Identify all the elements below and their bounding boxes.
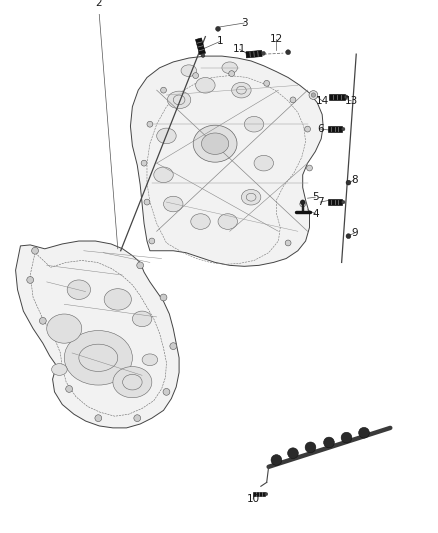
Circle shape [95, 415, 102, 422]
Circle shape [342, 200, 345, 204]
Circle shape [39, 318, 46, 324]
Circle shape [290, 97, 296, 103]
Circle shape [307, 165, 312, 171]
Circle shape [311, 93, 316, 97]
Circle shape [359, 427, 369, 438]
Polygon shape [195, 38, 205, 55]
Circle shape [193, 72, 198, 78]
Text: 7: 7 [317, 197, 324, 207]
Ellipse shape [173, 95, 185, 105]
Ellipse shape [237, 86, 246, 94]
Circle shape [141, 160, 147, 166]
Ellipse shape [218, 214, 237, 229]
Text: 1: 1 [217, 36, 223, 46]
Circle shape [144, 199, 150, 205]
Ellipse shape [193, 125, 237, 162]
Circle shape [309, 91, 318, 99]
Circle shape [215, 27, 220, 31]
Circle shape [341, 432, 352, 443]
Text: 2: 2 [95, 0, 102, 7]
Text: 3: 3 [241, 18, 247, 28]
Ellipse shape [222, 62, 237, 74]
Circle shape [344, 95, 348, 99]
Polygon shape [329, 94, 345, 100]
Circle shape [264, 80, 270, 86]
Circle shape [163, 389, 170, 395]
Ellipse shape [232, 83, 251, 98]
Circle shape [201, 54, 205, 58]
Polygon shape [16, 241, 179, 428]
Text: 5: 5 [312, 192, 319, 202]
Ellipse shape [167, 91, 191, 109]
Ellipse shape [246, 193, 256, 201]
Circle shape [271, 455, 282, 465]
Circle shape [305, 126, 311, 132]
Circle shape [324, 437, 334, 448]
Circle shape [149, 238, 155, 244]
Text: 12: 12 [270, 34, 283, 44]
Ellipse shape [113, 367, 152, 398]
Circle shape [286, 50, 290, 54]
Circle shape [346, 233, 351, 239]
Circle shape [288, 448, 298, 458]
Text: 8: 8 [351, 175, 357, 185]
Ellipse shape [67, 280, 91, 300]
Ellipse shape [64, 330, 132, 385]
Polygon shape [328, 199, 342, 205]
Circle shape [27, 277, 34, 284]
Circle shape [265, 492, 268, 496]
Circle shape [261, 51, 265, 55]
Circle shape [285, 240, 291, 246]
Ellipse shape [157, 128, 176, 144]
Circle shape [300, 201, 306, 207]
Ellipse shape [123, 374, 142, 390]
Ellipse shape [142, 354, 158, 366]
Polygon shape [253, 491, 265, 496]
Text: 9: 9 [351, 228, 357, 238]
Circle shape [160, 294, 167, 301]
Circle shape [66, 385, 73, 392]
Text: 10: 10 [247, 494, 260, 504]
Polygon shape [131, 56, 323, 266]
Text: 4: 4 [312, 209, 319, 219]
Ellipse shape [47, 314, 82, 343]
Ellipse shape [196, 77, 215, 93]
Polygon shape [246, 51, 262, 58]
Text: 6: 6 [317, 124, 324, 134]
Ellipse shape [241, 189, 261, 205]
Text: 13: 13 [345, 96, 358, 106]
Circle shape [170, 343, 177, 350]
Ellipse shape [181, 65, 197, 77]
Circle shape [134, 415, 141, 422]
Ellipse shape [79, 344, 118, 372]
Ellipse shape [163, 196, 183, 212]
Ellipse shape [244, 116, 264, 132]
Ellipse shape [191, 214, 210, 229]
Ellipse shape [154, 167, 173, 183]
Circle shape [137, 262, 144, 269]
Ellipse shape [132, 311, 152, 327]
Circle shape [147, 122, 153, 127]
Ellipse shape [254, 155, 273, 171]
Circle shape [32, 247, 39, 254]
Circle shape [305, 442, 316, 453]
Circle shape [229, 71, 235, 77]
Circle shape [300, 200, 305, 205]
Ellipse shape [104, 289, 131, 310]
Circle shape [161, 87, 166, 93]
Text: 11: 11 [233, 44, 246, 54]
Ellipse shape [201, 133, 229, 155]
Ellipse shape [52, 364, 67, 375]
Circle shape [346, 180, 351, 185]
Text: 14: 14 [315, 96, 329, 106]
Circle shape [342, 127, 345, 131]
Polygon shape [328, 126, 342, 132]
